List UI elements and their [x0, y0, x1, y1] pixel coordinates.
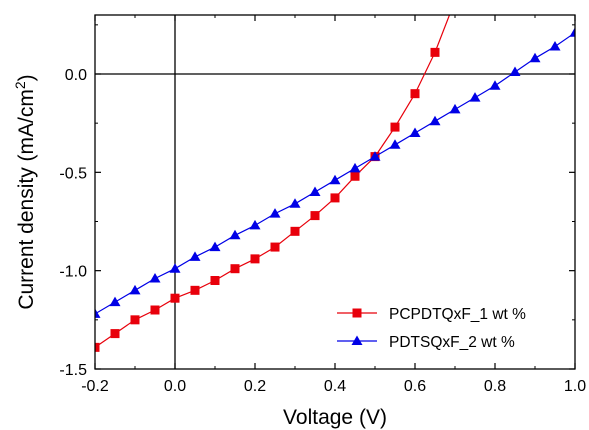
- series-layer: [95, 15, 575, 352]
- y-tick-label: -1.5: [59, 362, 87, 379]
- series-2-point: [149, 273, 161, 283]
- series-1-point: [190, 285, 200, 295]
- legend-label-series-2: PDTSQxF_2 wt %: [389, 334, 515, 351]
- series-1-point: [130, 315, 140, 325]
- series-2-point: [289, 198, 301, 208]
- series-1-point: [210, 276, 220, 285]
- x-tick-label: 0.4: [324, 378, 346, 395]
- series-1-point: [110, 329, 120, 339]
- series-1-point: [250, 254, 260, 264]
- series-1-point: [310, 211, 320, 221]
- series-1-point: [330, 193, 340, 203]
- legend-marker-series-2: [351, 335, 363, 345]
- series-2-point: [349, 162, 361, 173]
- series-1-point: [95, 342, 100, 352]
- series-2-point: [209, 241, 221, 252]
- series-2-point: [329, 174, 341, 185]
- x-tick-label: 1.0: [564, 378, 586, 395]
- legend: PCPDTQxF_1 wt % PDTSQxF_2 wt %: [337, 306, 526, 351]
- ticks-layer: -0.2 0.0 0.2 0.4 0.6 0.8 1.0 -1.5 -1.0 -0.5 0.0: [59, 15, 586, 395]
- series-1-point: [430, 47, 440, 57]
- series-2-point: [529, 52, 541, 63]
- legend-label-series-1: PCPDTQxF_1 wt %: [389, 306, 526, 323]
- series-line-2: [95, 32, 575, 315]
- series-2-point: [389, 139, 401, 149]
- series-2-point: [309, 186, 321, 196]
- series-1-point: [170, 293, 180, 303]
- x-tick-label: 0.8: [484, 378, 506, 395]
- reference-lines: [95, 15, 575, 369]
- series-1-point: [270, 242, 280, 252]
- series-2-point: [409, 127, 421, 137]
- x-axis-title: Voltage (V): [283, 406, 387, 429]
- legend-entry-series-1: PCPDTQxF_1 wt %: [337, 306, 526, 323]
- series-2-point: [109, 296, 121, 307]
- series-1-point: [150, 305, 160, 315]
- series-2-point: [249, 219, 261, 230]
- series-line-1: [95, 52, 436, 348]
- series-2-point: [469, 92, 481, 102]
- series-2-point: [129, 284, 141, 295]
- series-2-point: [509, 66, 521, 77]
- y-tick-label: 0.0: [65, 67, 87, 84]
- series-1-point: [390, 122, 400, 132]
- series-2-point: [489, 80, 501, 90]
- y-tick-label: -0.5: [59, 165, 87, 182]
- series-2-point: [429, 115, 441, 126]
- series-2-point: [549, 40, 561, 51]
- series-2-point: [569, 27, 575, 37]
- series-line-extension-1: [434, 15, 451, 53]
- x-tick-label: 0.2: [244, 378, 266, 395]
- series-2-point: [229, 229, 241, 240]
- series-1-point: [350, 171, 360, 181]
- series-2-point: [369, 151, 381, 161]
- series-2-point: [95, 308, 101, 318]
- x-tick-label: -0.2: [81, 378, 109, 395]
- series-1-point: [230, 264, 240, 274]
- series-2-point: [169, 263, 181, 273]
- series-2-point: [189, 251, 201, 261]
- x-tick-label: 0.0: [164, 378, 186, 395]
- legend-entry-series-2: PDTSQxF_2 wt %: [337, 334, 515, 351]
- series-2-point: [269, 208, 281, 218]
- series-1-point: [290, 226, 300, 236]
- y-tick-label: -1.0: [59, 264, 87, 281]
- series-1-point: [410, 89, 420, 99]
- y-axis-title: Current density (mA/cm2): [12, 74, 38, 309]
- x-tick-label: 0.6: [404, 378, 426, 395]
- legend-marker-series-1: [352, 308, 362, 318]
- series-2-point: [449, 103, 461, 114]
